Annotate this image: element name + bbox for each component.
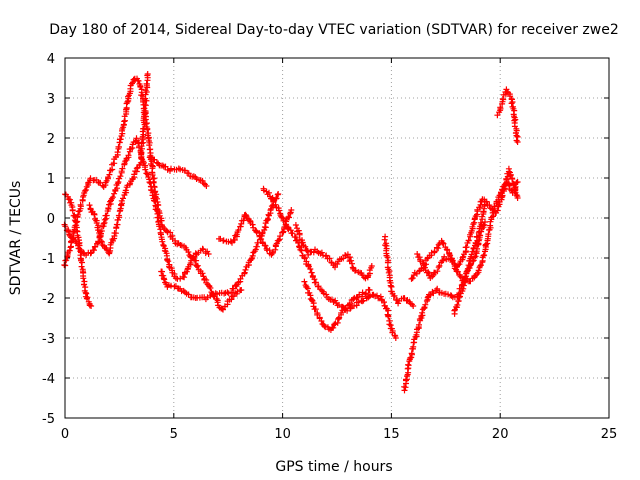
chart-title: Day 180 of 2014, Sidereal Day-to-day VTE…: [49, 22, 619, 38]
series-trace-11: [381, 233, 417, 309]
y-tick-label: -1: [42, 252, 55, 267]
y-tick-label: 4: [47, 52, 55, 67]
series-trace-5: [146, 154, 210, 189]
marker-trace: [381, 233, 417, 309]
marker-trace: [301, 278, 373, 333]
series-trace-9: [301, 278, 373, 333]
marker-trace: [260, 185, 399, 341]
y-axis-label: SDTVAR / TECUs: [8, 181, 24, 296]
series-trace-8: [260, 185, 399, 341]
y-tick-label: -4: [42, 372, 55, 387]
series-trace-2: [61, 135, 212, 282]
x-tick-label: 15: [383, 427, 400, 442]
gridlines: [64, 57, 610, 419]
marker-trace: [408, 165, 521, 286]
marker-trace: [451, 199, 488, 317]
x-tick-label: 0: [61, 427, 69, 442]
x-tick-label: 25: [601, 427, 618, 442]
y-tick-label: 1: [47, 172, 55, 187]
x-tick-label: 10: [274, 427, 291, 442]
y-tick-label: -2: [42, 292, 55, 307]
y-tick-label: -3: [42, 332, 55, 347]
y-tick-label: 0: [47, 212, 55, 227]
y-tick-label: 3: [47, 92, 55, 107]
x-tick-label: 5: [170, 427, 178, 442]
series-trace-4: [86, 71, 151, 257]
series-trace-10: [292, 222, 375, 282]
data-markers: [61, 71, 521, 394]
series-trace-13: [408, 165, 521, 286]
y-tick-label: 2: [47, 132, 55, 147]
series-trace-16: [451, 199, 488, 317]
series-trace-3: [61, 75, 245, 313]
marker-trace: [61, 75, 245, 313]
plot-frame: [64, 57, 610, 419]
x-axis-label: GPS time / hours: [275, 459, 392, 475]
marker-trace: [61, 135, 212, 282]
marker-trace: [494, 86, 521, 145]
marker-trace: [292, 222, 375, 282]
marker-trace: [146, 154, 210, 189]
y-tick-label: -5: [42, 412, 55, 427]
x-tick-label: 20: [492, 427, 509, 442]
series-trace-15: [494, 86, 521, 145]
tick-labels: 0 5 10 15 20 25 -5 -4 -3 -2 -1 0 1 2 3 4: [42, 52, 617, 442]
marker-trace: [86, 71, 151, 257]
